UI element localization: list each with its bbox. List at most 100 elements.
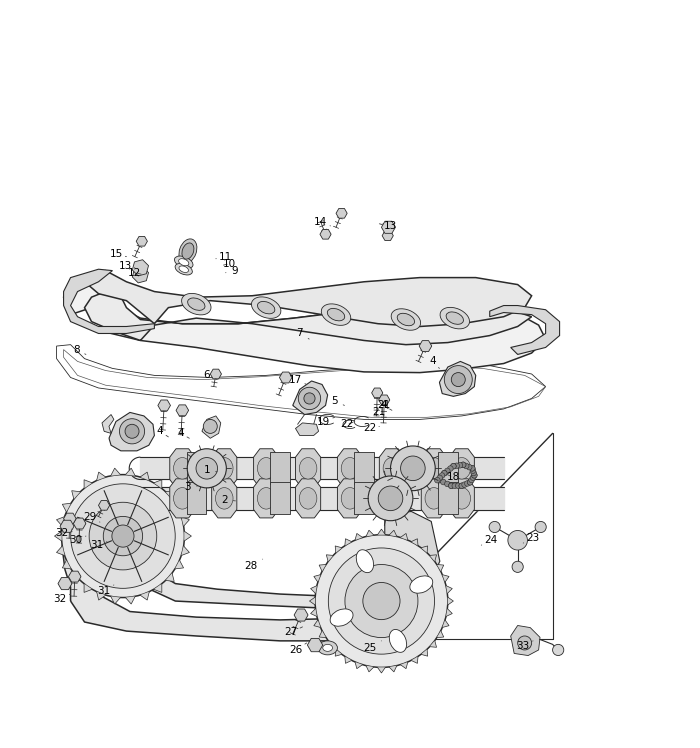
Ellipse shape bbox=[174, 256, 193, 269]
PathPatch shape bbox=[337, 449, 363, 488]
Circle shape bbox=[472, 473, 477, 478]
Ellipse shape bbox=[216, 488, 233, 509]
Ellipse shape bbox=[174, 488, 191, 509]
PathPatch shape bbox=[166, 491, 174, 499]
Circle shape bbox=[400, 456, 425, 481]
Ellipse shape bbox=[182, 243, 194, 259]
Text: 19: 19 bbox=[317, 417, 335, 426]
Text: 4: 4 bbox=[178, 429, 189, 438]
PathPatch shape bbox=[354, 453, 374, 485]
PathPatch shape bbox=[400, 662, 408, 669]
Text: 23: 23 bbox=[524, 533, 540, 543]
PathPatch shape bbox=[62, 503, 71, 512]
Text: 11: 11 bbox=[216, 251, 232, 262]
PathPatch shape bbox=[345, 657, 352, 663]
Text: 1: 1 bbox=[204, 465, 217, 476]
Circle shape bbox=[298, 387, 321, 410]
PathPatch shape bbox=[430, 555, 437, 562]
PathPatch shape bbox=[382, 221, 395, 233]
PathPatch shape bbox=[294, 609, 308, 621]
PathPatch shape bbox=[175, 560, 183, 569]
Circle shape bbox=[552, 644, 564, 655]
Text: 32: 32 bbox=[53, 594, 71, 604]
Circle shape bbox=[468, 479, 473, 485]
Circle shape bbox=[454, 463, 459, 468]
Circle shape bbox=[452, 373, 466, 387]
Ellipse shape bbox=[383, 458, 400, 479]
Text: 21: 21 bbox=[377, 400, 390, 411]
PathPatch shape bbox=[140, 592, 149, 600]
PathPatch shape bbox=[84, 583, 92, 592]
Text: 29: 29 bbox=[83, 512, 100, 522]
Text: 13: 13 bbox=[379, 221, 397, 231]
Circle shape bbox=[203, 420, 217, 433]
PathPatch shape bbox=[211, 479, 237, 518]
PathPatch shape bbox=[176, 405, 188, 416]
Ellipse shape bbox=[391, 309, 421, 331]
Ellipse shape bbox=[341, 488, 359, 509]
PathPatch shape bbox=[421, 649, 428, 656]
PathPatch shape bbox=[421, 449, 447, 488]
PathPatch shape bbox=[442, 620, 449, 628]
PathPatch shape bbox=[326, 555, 333, 562]
Circle shape bbox=[437, 475, 442, 481]
Ellipse shape bbox=[440, 307, 470, 329]
Text: 26: 26 bbox=[289, 643, 307, 655]
PathPatch shape bbox=[345, 539, 352, 545]
PathPatch shape bbox=[311, 586, 317, 593]
Circle shape bbox=[447, 466, 453, 471]
PathPatch shape bbox=[202, 416, 220, 438]
PathPatch shape bbox=[372, 388, 383, 398]
Circle shape bbox=[452, 483, 458, 488]
PathPatch shape bbox=[311, 609, 317, 616]
Text: 3: 3 bbox=[185, 482, 197, 492]
PathPatch shape bbox=[314, 574, 321, 582]
Ellipse shape bbox=[330, 609, 353, 626]
Circle shape bbox=[535, 521, 546, 533]
Circle shape bbox=[461, 462, 466, 468]
Ellipse shape bbox=[174, 458, 191, 479]
PathPatch shape bbox=[449, 449, 475, 488]
PathPatch shape bbox=[132, 267, 148, 283]
PathPatch shape bbox=[186, 453, 206, 485]
Ellipse shape bbox=[178, 259, 189, 266]
Ellipse shape bbox=[410, 576, 433, 593]
PathPatch shape bbox=[170, 449, 195, 488]
PathPatch shape bbox=[71, 491, 80, 499]
Text: 32: 32 bbox=[55, 528, 72, 539]
PathPatch shape bbox=[440, 361, 476, 396]
Text: 14: 14 bbox=[314, 217, 330, 227]
PathPatch shape bbox=[158, 400, 171, 411]
PathPatch shape bbox=[175, 503, 183, 512]
Text: 6: 6 bbox=[204, 370, 217, 381]
PathPatch shape bbox=[411, 539, 418, 545]
Circle shape bbox=[489, 521, 500, 533]
Circle shape bbox=[71, 484, 175, 589]
Ellipse shape bbox=[258, 458, 275, 479]
Circle shape bbox=[470, 465, 475, 471]
Circle shape bbox=[345, 565, 418, 637]
Circle shape bbox=[465, 481, 470, 486]
Ellipse shape bbox=[300, 488, 317, 509]
Circle shape bbox=[363, 583, 400, 619]
Circle shape bbox=[470, 468, 476, 473]
Text: 9: 9 bbox=[225, 266, 238, 275]
PathPatch shape bbox=[320, 230, 331, 239]
PathPatch shape bbox=[58, 577, 72, 589]
PathPatch shape bbox=[449, 479, 475, 518]
Ellipse shape bbox=[425, 458, 442, 479]
Circle shape bbox=[471, 470, 477, 476]
PathPatch shape bbox=[326, 640, 333, 647]
PathPatch shape bbox=[490, 305, 559, 355]
PathPatch shape bbox=[366, 666, 374, 672]
Text: 15: 15 bbox=[109, 249, 127, 259]
PathPatch shape bbox=[170, 479, 195, 518]
Text: 10: 10 bbox=[223, 259, 237, 269]
Ellipse shape bbox=[425, 488, 442, 509]
Circle shape bbox=[449, 483, 454, 488]
Text: 28: 28 bbox=[244, 560, 262, 571]
PathPatch shape bbox=[319, 631, 326, 637]
Text: 8: 8 bbox=[73, 345, 86, 355]
Text: 33: 33 bbox=[517, 641, 533, 652]
PathPatch shape bbox=[74, 518, 86, 529]
